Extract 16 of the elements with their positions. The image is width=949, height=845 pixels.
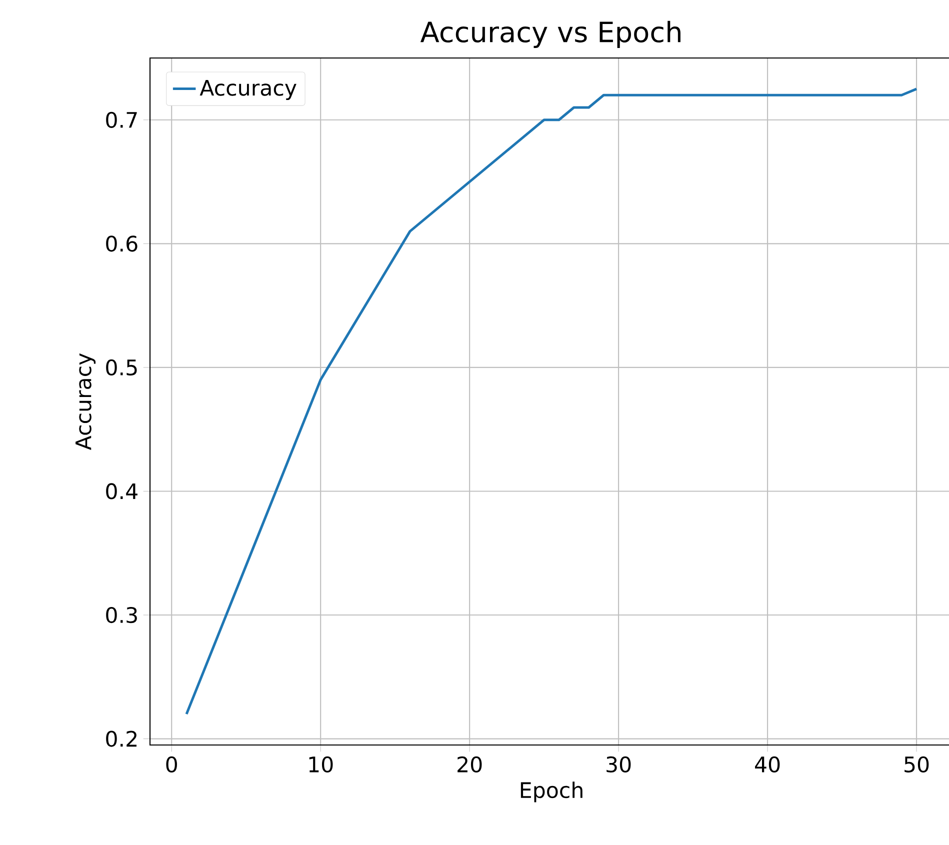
x-tick-label: 0 [166,756,177,772]
y-tick-label: 0.6 [106,236,138,252]
x-tick-label: 40 [755,756,780,772]
y-tick-label: 0.4 [106,483,138,500]
y-tick-label: 0.2 [106,730,136,747]
x-tick-label: 20 [458,756,482,772]
y-tick-label: 0.3 [106,606,137,624]
y-tick-label: 0.7 [106,112,137,128]
y-tick-label: 0.5 [106,359,137,376]
y-axis-title: Accuracy [76,353,96,450]
chart-title: Accuracy vs Epoch [420,20,680,48]
legend-label: Accuracy [200,80,296,100]
x-tick-label: 50 [904,756,929,772]
x-tick-label: 30 [606,756,631,772]
x-tick-label: 10 [309,756,333,772]
x-axis-title: Epoch [520,782,582,802]
